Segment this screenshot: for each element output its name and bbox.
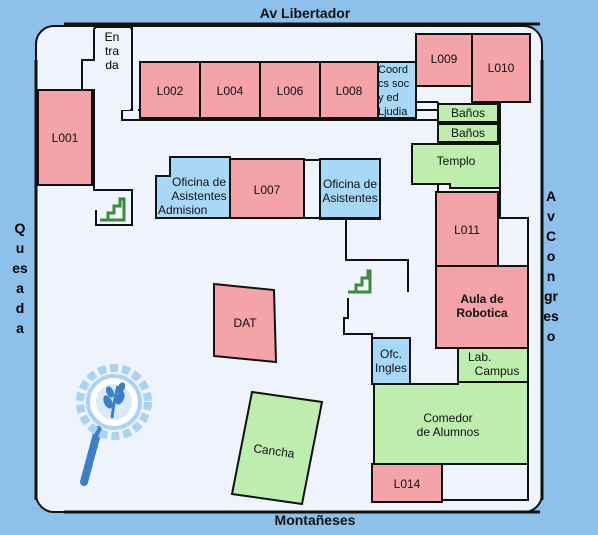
room-oficina-asistentes[interactable] [319,158,381,220]
room-l009[interactable] [415,33,473,87]
room-banos-1[interactable] [437,103,499,123]
room-label-dat: DAT [233,316,257,330]
room-label-lab-campus-2: Campus [474,364,520,378]
room-label-oficina-asistentes-1: Oficina de [322,177,378,191]
room-label-coord: Coord cs soc y ed Ljudia [378,63,416,119]
room-entrada[interactable] [96,28,130,110]
room-label-entrada: Entrada [104,30,120,72]
room-label-oficina-admision-2: Asistentes [171,189,227,203]
room-label-oficina-admision-1: Oficina de [171,175,227,189]
room-label-coord-2: cs soc [378,78,410,90]
room-aula-robotica[interactable] [435,265,529,349]
field-cancha[interactable] [230,390,324,506]
room-l011[interactable] [435,191,499,267]
room-l004[interactable] [199,61,261,119]
room-banos-2[interactable] [437,123,499,143]
room-label-lab-campus: Lab. Campus [458,350,528,378]
room-label-l011: L011 [454,223,480,237]
room-label-aula-robotica: Aula de Robotica [436,292,528,320]
room-label-l006: L006 [276,84,304,98]
room-templo[interactable] [411,143,501,189]
room-label-comedor: Comedor de Alumnos [400,411,496,439]
room-l002[interactable] [139,61,201,119]
room-label-ofc-ingles-1: Ofc. [379,347,402,361]
room-label-l004: L004 [216,84,244,98]
room-label-oficina-admision: Oficina de Asistentes Admision [156,175,230,217]
room-label-coord-4: Ljudia [378,106,408,118]
room-label-lab-campus-1: Lab. [468,350,492,364]
room-label-banos-1: Baños [450,106,486,120]
room-label-banos-2: Baños [450,126,486,140]
street-label-south: Montañeses [274,512,356,528]
room-label-aula-robotica-2: Robotica [456,306,508,320]
south-east-wall [441,464,529,501]
room-label-l009: L009 [430,52,458,66]
room-label-aula-robotica-1: Aula de [460,292,504,306]
room-l006[interactable] [259,61,321,119]
room-label-l001: L001 [51,131,79,145]
room-label-l007: L007 [253,183,281,197]
room-label-l014: L014 [393,477,421,491]
room-l008[interactable] [319,61,379,119]
central-corridor [156,159,409,340]
room-label-coord-3: y ed [378,92,399,104]
room-label-comedor-1: Comedor [423,411,473,425]
stairs-icon [348,269,372,294]
room-label-l008: L008 [335,84,363,98]
room-label-comedor-2: de Alumnos [416,425,480,439]
street-label-west: Quesada [12,220,28,336]
wheat-magnifier-logo [76,364,152,486]
room-l007[interactable] [229,158,305,219]
room-label-coord-1: Coord [378,64,408,76]
room-label-ofc-ingles-2: Ingles [374,361,408,375]
street-label-north: Av Libertador [259,5,351,21]
room-ofc-ingles[interactable] [371,337,411,385]
street-label-east: Av Congreso [543,188,559,344]
room-label-oficina-asistentes-2: Asistentes [322,191,378,205]
room-l001[interactable] [37,89,93,186]
room-label-ofc-ingles: Ofc. Ingles [372,347,410,375]
room-label-oficina-asistentes: Oficina de Asistentes [320,177,380,205]
room-label-templo: Templo [436,154,476,168]
room-label-l010: L010 [487,61,515,75]
room-dat[interactable] [213,282,278,364]
room-l014[interactable] [371,463,443,503]
room-label-oficina-admision-3: Admision [158,203,208,217]
room-label-l002: L002 [156,84,184,98]
stairs-icon [100,197,126,222]
